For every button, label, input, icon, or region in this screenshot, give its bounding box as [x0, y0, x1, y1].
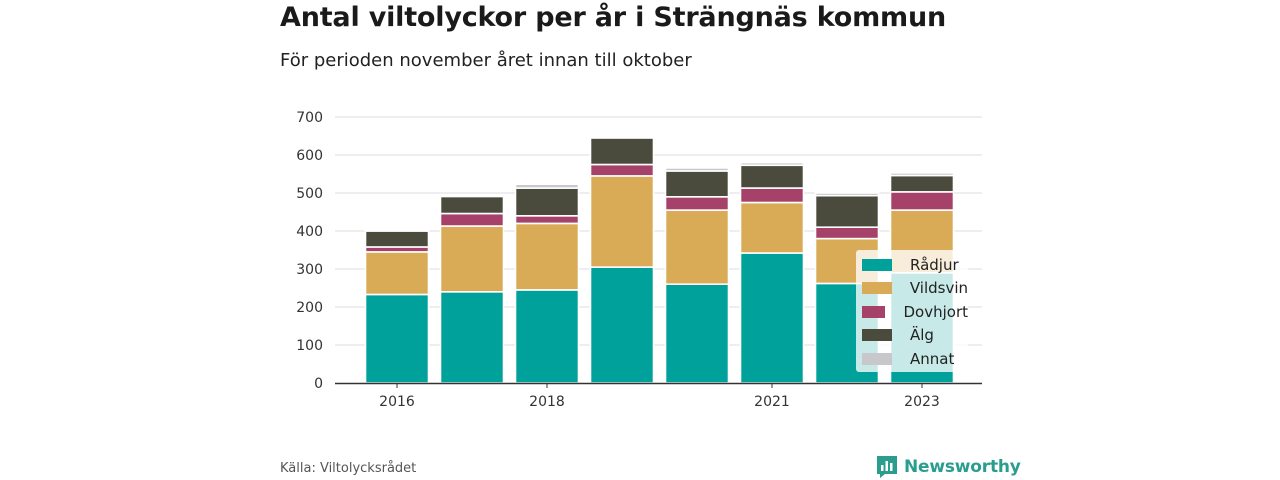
y-tick-label: 100 [296, 338, 323, 354]
bar-segment-2019-älg [589, 137, 655, 166]
bar-stack-2016 [364, 229, 430, 384]
bar-segment-2020-vildsvin [664, 209, 730, 286]
bar-segment-2023-älg [889, 174, 955, 193]
legend-label: Älg [910, 326, 934, 345]
bar-segment-2019-vildsvin [589, 175, 655, 268]
bar-segment-2020-dovhjort [664, 196, 730, 211]
bar-stack-2020 [664, 167, 730, 384]
legend-swatch [862, 329, 892, 342]
legend-swatch [862, 282, 892, 295]
bar-segment-2020-rådjur [664, 283, 730, 384]
legend-item-rådjur: Rådjur [856, 253, 968, 277]
x-tick-label: 2023 [904, 394, 940, 410]
legend-item-dovhjort: Dovhjort [856, 300, 968, 324]
newsworthy-icon [877, 456, 897, 478]
chart-subtitle: För perioden november året innan till ok… [280, 50, 692, 71]
legend-swatch [862, 258, 892, 271]
bar-segment-2017-älg [439, 195, 505, 215]
y-tick-label: 0 [314, 376, 323, 392]
bar-segment-2022-annat [814, 192, 880, 197]
x-tick-label: 2016 [379, 394, 415, 410]
bar-segment-2016-rådjur [364, 293, 430, 384]
y-tick-label: 600 [296, 148, 323, 164]
bar-segment-2021-dovhjort [739, 187, 805, 204]
bar-segment-2019-dovhjort [589, 163, 655, 177]
brand-logo: Newsworthy [876, 455, 1021, 479]
bar-segment-2017-rådjur [439, 290, 505, 384]
bar-segment-2022-dovhjort [814, 226, 880, 240]
bar-segment-2016-vildsvin [364, 251, 430, 296]
legend-label: Rådjur [910, 255, 959, 274]
bar-segment-2018-rådjur [514, 289, 580, 384]
bar-segment-2020-älg [664, 170, 730, 198]
y-axis: 0 100 200 300 400 500 600 700 [296, 110, 323, 392]
x-tick-label: 2018 [529, 394, 565, 410]
legend-item-annat: Annat [856, 347, 968, 371]
bar-segment-2017-dovhjort [439, 212, 505, 227]
y-tick-label: 200 [296, 300, 323, 316]
legend-label: Dovhjort [903, 302, 968, 321]
y-tick-label: 500 [296, 186, 323, 202]
y-tick-label: 300 [296, 262, 323, 278]
legend-swatch [862, 305, 886, 318]
x-tick-label: 2021 [754, 394, 790, 410]
bar-segment-2018-dovhjort [514, 215, 580, 225]
bar-stack-2021 [739, 161, 805, 384]
bar-segment-2017-vildsvin [439, 225, 505, 293]
bar-segment-2021-vildsvin [739, 201, 805, 254]
bar-segment-2017-annat [439, 194, 505, 198]
bars [364, 135, 955, 384]
bar-segment-2016-annat [364, 229, 430, 232]
bar-segment-2016-älg [364, 230, 430, 248]
legend: Rådjur Vildsvin Dovhjort Älg Annat [856, 250, 968, 372]
y-tick-label: 400 [296, 224, 323, 240]
x-axis: 2016 2018 2021 2023 [335, 382, 982, 410]
bar-segment-2021-älg [739, 164, 805, 189]
legend-swatch [862, 352, 892, 365]
legend-item-vildsvin: Vildsvin [856, 277, 968, 301]
y-tick-label: 700 [296, 110, 323, 126]
brand-name: Newsworthy [904, 457, 1021, 477]
bar-segment-2018-älg [514, 187, 580, 217]
bar-segment-2018-vildsvin [514, 222, 580, 291]
source-note: Källa: Viltolycksrådet [280, 461, 417, 476]
legend-label: Vildsvin [909, 279, 968, 298]
bar-stack-2019 [589, 135, 655, 384]
bar-segment-2023-annat [889, 172, 955, 177]
bar-segment-2019-rådjur [589, 266, 655, 384]
bar-segment-2023-dovhjort [889, 191, 955, 211]
legend-label: Annat [910, 349, 955, 368]
bar-stack-2017 [439, 194, 505, 384]
bar-segment-2021-annat [739, 161, 805, 167]
bar-segment-2021-rådjur [739, 252, 805, 384]
chart-title: Antal viltolyckor per år i Strängnäs kom… [280, 2, 947, 33]
bar-segment-2019-annat [589, 135, 655, 139]
bar-segment-2022-älg [814, 194, 880, 229]
bar-stack-2018 [514, 183, 580, 384]
bar-segment-2018-annat [514, 183, 580, 189]
legend-item-älg: Älg [856, 324, 968, 348]
bar-segment-2020-annat [664, 167, 730, 172]
